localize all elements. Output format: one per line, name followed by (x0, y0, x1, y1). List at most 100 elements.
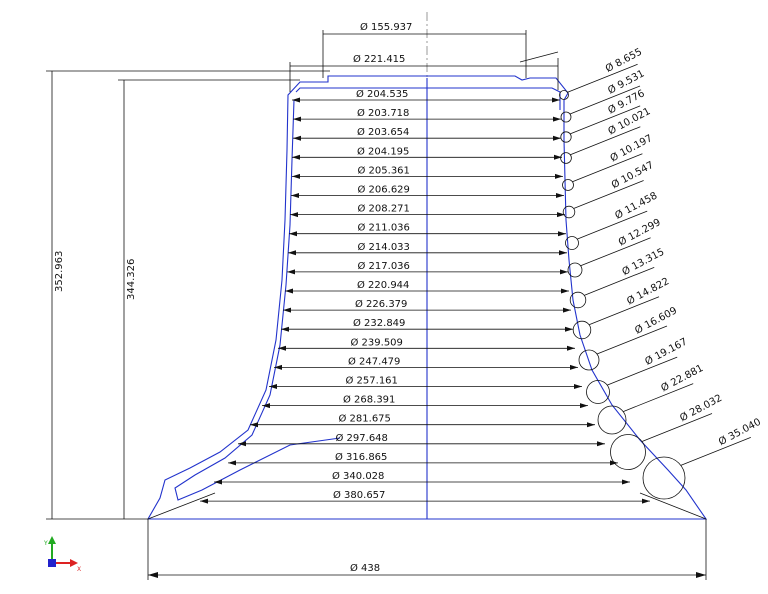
base-dimension: Ø 438 (147, 519, 707, 580)
wall-circle-label: Ø 13.315 (620, 246, 666, 278)
dim-arrow-left (287, 269, 295, 275)
dim-arrow-left (274, 364, 282, 370)
wall-leader (570, 126, 641, 156)
dim-arrow-right (587, 422, 595, 428)
dim-arrow-left (269, 384, 277, 389)
wall-leader (580, 237, 651, 267)
inner-dim-label: Ø 203.718 (357, 107, 409, 119)
dim-arrow-right (565, 326, 573, 332)
inner-dim-label: Ø 380.657 (333, 489, 385, 501)
inner-dim-label: Ø 239.509 (351, 336, 403, 348)
wall-leader (588, 296, 660, 326)
inner-diameter-dimensions: Ø 204.535 Ø 203.718 Ø 203.654 Ø 204.195 Ø 20… (200, 88, 650, 504)
inner-dim-label: Ø 204.195 (357, 145, 409, 157)
wall-circle (572, 320, 592, 340)
wall-leader (623, 383, 694, 412)
wall-leader (641, 413, 713, 442)
dim-arrow-left (214, 479, 222, 485)
base-left-line (147, 492, 216, 520)
dim-arrow-left (289, 231, 297, 237)
triad-y-label: Y (43, 540, 48, 547)
dim-arrow-left (228, 460, 236, 466)
dim-arrow-right (580, 403, 588, 409)
inner-dim-label: Ø 247.479 (348, 355, 400, 367)
wall-circle (562, 205, 576, 219)
wall-circle-label: Ø 28.032 (678, 392, 724, 424)
dim-arrow-left (293, 116, 301, 122)
wall-circle (560, 111, 572, 123)
base-right-line (639, 492, 707, 520)
wall-circle-label: Ø 16.609 (633, 304, 679, 336)
dim-arrow-right (557, 212, 565, 218)
wall-circle (578, 349, 600, 371)
wall-leader (607, 356, 678, 386)
inner-dim-label: Ø 204.535 (356, 88, 408, 100)
wall-leader (577, 210, 648, 240)
dim-arrow-right (552, 97, 560, 103)
dim-arrow-left (250, 422, 258, 428)
wall-circle (562, 179, 574, 191)
dim-arrow-left (281, 326, 289, 332)
inner-dim-label: Ø 232.849 (353, 317, 405, 329)
inner-dim-label: Ø 203.654 (357, 126, 409, 138)
inner-dim-label: Ø 208.271 (358, 203, 410, 215)
dim-arrow-right (567, 345, 575, 351)
top-dimensions: Ø 155.937 Ø 221.415 (289, 21, 559, 92)
wall-leader (680, 437, 751, 466)
wall-circle (567, 262, 583, 278)
inner-dim-label: Ø 268.391 (343, 394, 395, 406)
wall-circle (586, 380, 610, 404)
dim-arrow-left (292, 97, 300, 103)
dim-arrow-left (278, 345, 286, 351)
wall-leader (584, 266, 655, 296)
inner-dim-label: Ø 281.675 (339, 413, 391, 425)
wall-circle (569, 291, 587, 309)
axis-triad: Y X (43, 536, 81, 573)
dim-arrow-right (574, 384, 582, 389)
top-outer-diameter-label: Ø 221.415 (353, 53, 405, 65)
inner-dim-label: Ø 211.036 (358, 222, 410, 234)
outer-profile (147, 75, 708, 520)
triad-y-arrow (48, 536, 56, 544)
inner-height-label: 344.326 (126, 259, 137, 300)
wall-circle (559, 90, 569, 100)
inner-dim-label: Ø 214.033 (358, 241, 410, 253)
dim-arrow-left (200, 498, 208, 504)
inner-dim-label: Ø 205.361 (358, 164, 410, 176)
wall-circle-label: Ø 11.458 (613, 190, 659, 222)
dim-arrow-right (560, 269, 568, 275)
wall-circle-label: Ø 22.881 (659, 362, 705, 394)
inner-dim-label: Ø 257.161 (346, 375, 398, 387)
dim-arrow-left (285, 288, 293, 294)
overall-height-label: 352.963 (54, 251, 65, 292)
inner-dim-label: Ø 316.865 (335, 451, 387, 463)
height-dimensions: 352.963 344.326 (46, 70, 330, 520)
dim-arrow-right (642, 498, 650, 504)
wall-circle-label: Ø 35.040 (717, 416, 763, 448)
triad-z-axis (48, 559, 56, 567)
wall-circle-label: Ø 19.167 (643, 336, 689, 368)
dim-arrow-left (290, 212, 298, 218)
inner-dim-label: Ø 217.036 (358, 260, 410, 272)
dim-arrow-left (292, 154, 300, 160)
dim-arrow-right (570, 364, 578, 370)
dim-arrow-right (555, 173, 563, 179)
inner-dim-label: Ø 206.629 (358, 184, 410, 196)
wall-circle (642, 456, 686, 500)
dim-arrow-right (556, 193, 564, 198)
inner-dim-label: Ø 220.944 (357, 279, 409, 291)
wall-leader (567, 63, 638, 93)
wall-circle (560, 131, 572, 143)
triad-x-label: X (77, 566, 81, 573)
dim-arrow-right (553, 135, 561, 141)
wall-circle-label: Ø 14.822 (625, 275, 671, 307)
wall-leader (570, 105, 641, 135)
wall-circle (610, 434, 646, 470)
dim-arrow-right (622, 479, 630, 485)
dim-arrow-right (558, 231, 566, 237)
dim-arrow-left (288, 250, 296, 256)
wall-leader (596, 325, 668, 355)
wall-leader (573, 180, 644, 209)
